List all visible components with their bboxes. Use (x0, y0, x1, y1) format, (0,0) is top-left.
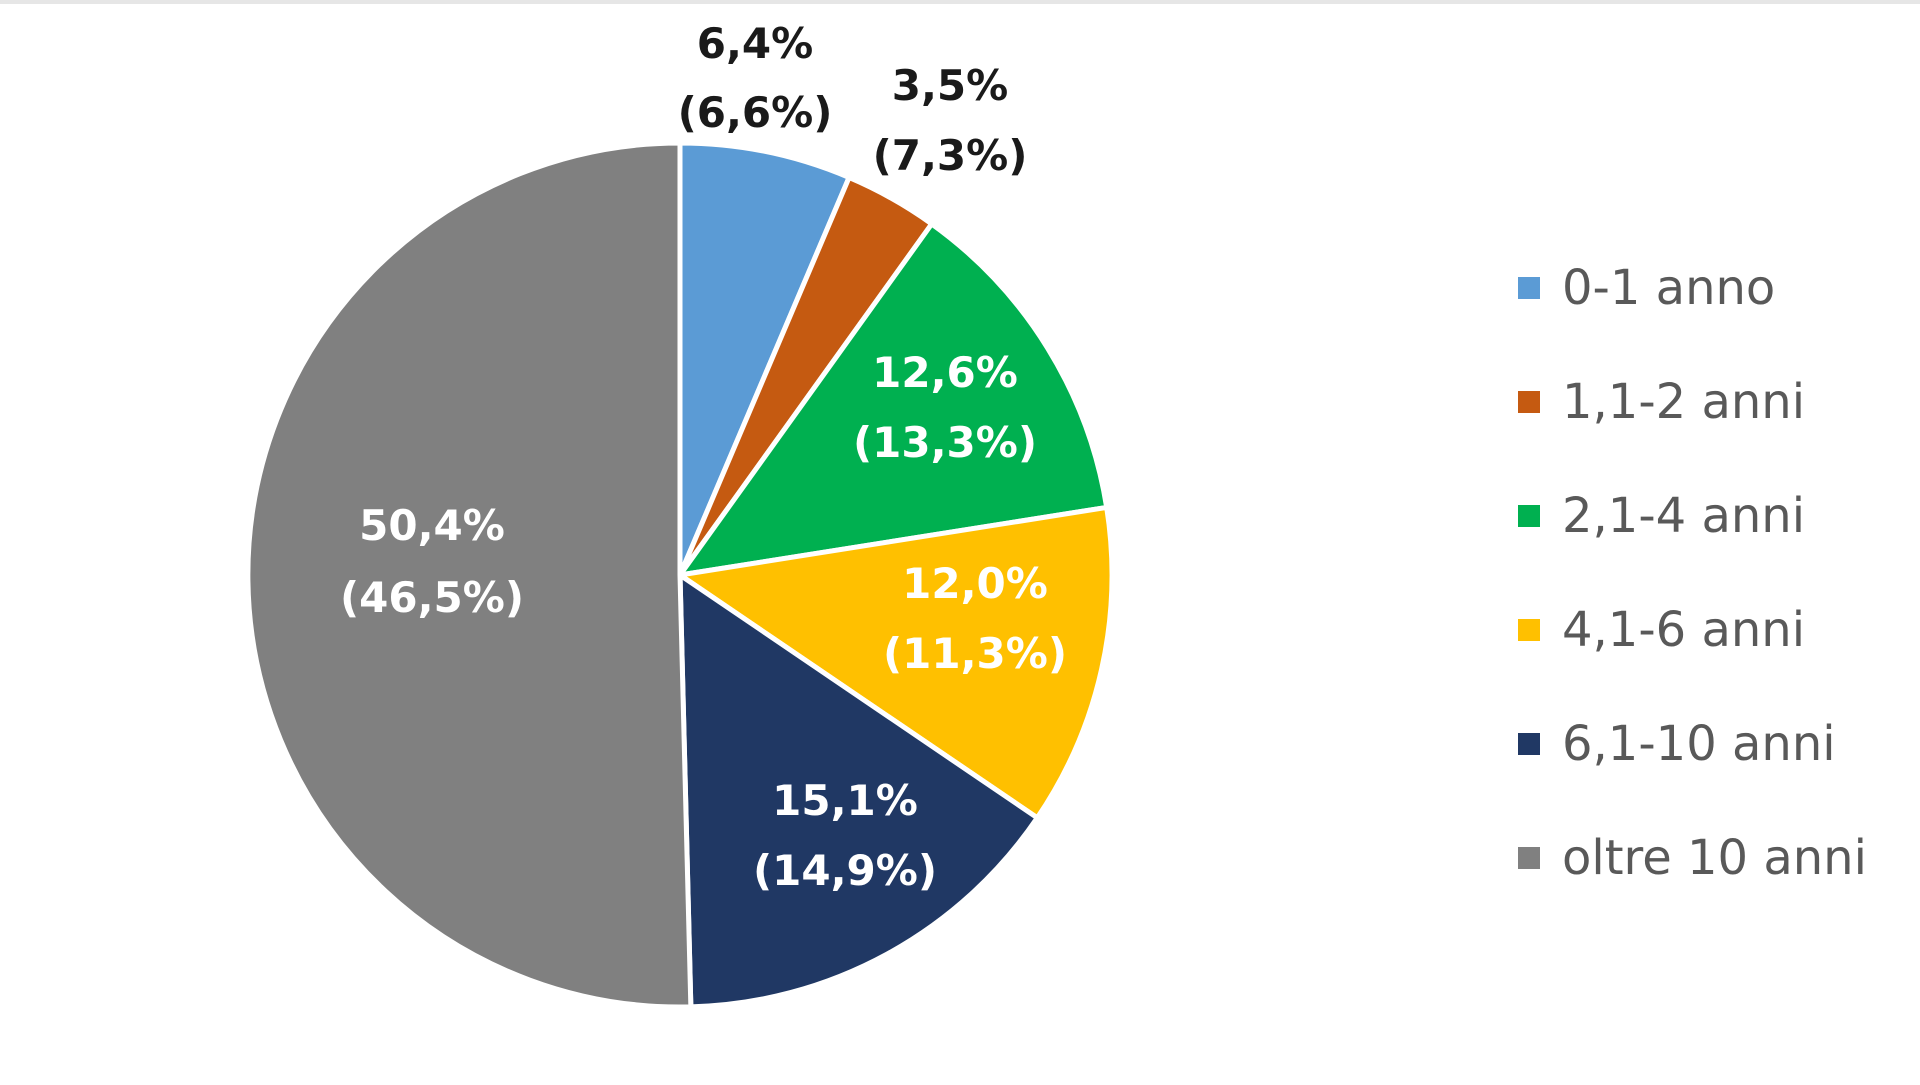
pie-slice-0-1-anno (677, 140, 852, 578)
data-label-secondary-0-1-anno: (6,6%) (678, 88, 833, 137)
data-label-secondary-oltre-10-anni: (46,5%) (340, 573, 524, 622)
data-label-secondary-1-1-2-anni: (7,3%) (873, 131, 1028, 180)
legend-label-2-1-4-anni: 2,1-4 anni (1562, 488, 1805, 544)
legend-swatch-0-1-anno (1518, 277, 1540, 299)
data-label-4-1-6-anni: 12,0% (902, 559, 1048, 608)
legend-label-6-1-10-anni: 6,1-10 anni (1562, 716, 1836, 772)
legend-label-0-1-anno: 0-1 anno (1562, 260, 1775, 316)
legend-label-oltre-10-anni: oltre 10 anni (1562, 830, 1867, 886)
legend-swatch-6-1-10-anni (1518, 733, 1540, 755)
pie-slice-6-1-10-anni (677, 572, 1040, 1010)
legend: 0-1 anno 1,1-2 anni 2,1-4 anni 4,1-6 anni 6,… (1518, 260, 1867, 886)
data-label-oltre-10-anni: 50,4% (359, 501, 505, 550)
pie-slice-oltre-10-anni (245, 140, 694, 1010)
data-label-secondary-6-1-10-anni: (14,9%) (753, 846, 937, 895)
data-label-0-1-anno: 6,4% (697, 19, 813, 68)
data-labels: 6,4% (6,6%) 3,5% (7,3%) 12,6% (13,3%) 12,0% (11… (340, 19, 1067, 895)
legend-swatch-2-1-4-anni (1518, 505, 1540, 527)
top-divider (0, 0, 1920, 4)
legend-swatch-1-1-2-anni (1518, 391, 1540, 413)
legend-label-4-1-6-anni: 4,1-6 anni (1562, 602, 1805, 658)
pie-slice-4-1-6-anni (677, 504, 1115, 821)
data-label-secondary-2-1-4-anni: (13,3%) (853, 418, 1037, 467)
pie-slices (245, 140, 1115, 1010)
data-label-secondary-4-1-6-anni: (11,3%) (883, 629, 1067, 678)
data-label-2-1-4-anni: 12,6% (872, 348, 1018, 397)
pie-slice-2-1-4-anni (677, 221, 1110, 578)
legend-label-1-1-2-anni: 1,1-2 anni (1562, 374, 1805, 430)
legend-swatch-oltre-10-anni (1518, 847, 1540, 869)
legend-swatch-4-1-6-anni (1518, 619, 1540, 641)
data-label-1-1-2-anni: 3,5% (892, 61, 1008, 110)
data-label-6-1-10-anni: 15,1% (772, 776, 918, 825)
